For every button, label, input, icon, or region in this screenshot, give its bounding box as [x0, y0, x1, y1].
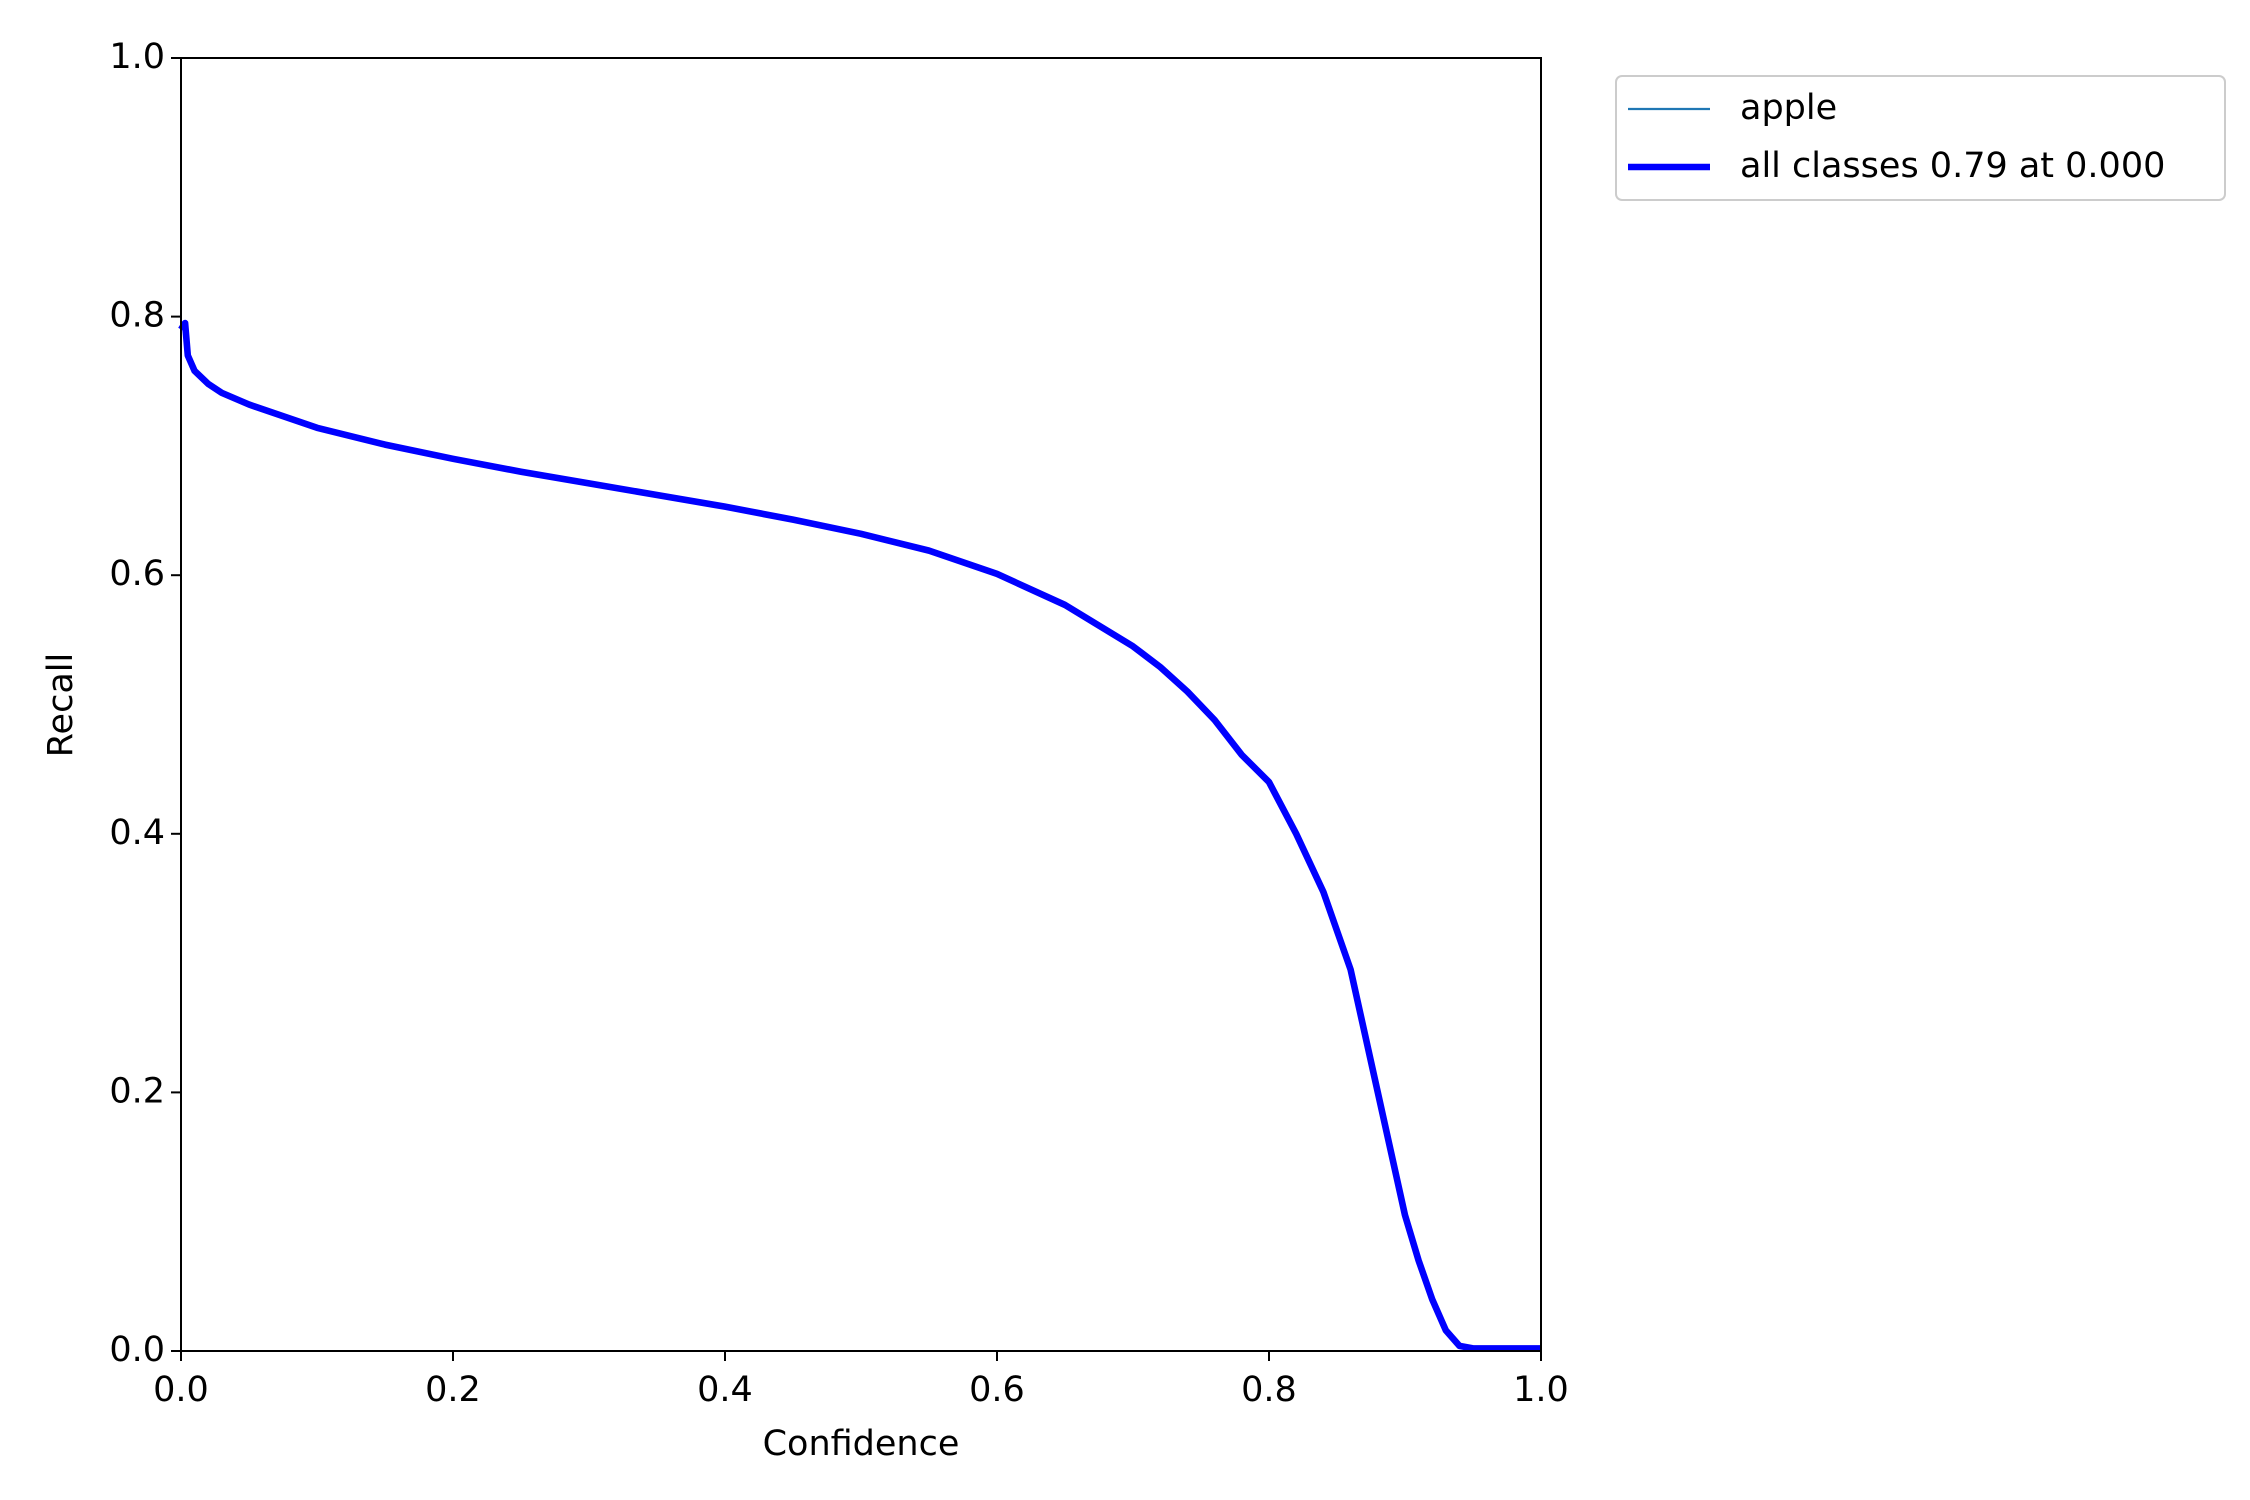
y-tick-label: 0.0	[109, 1330, 165, 1370]
legend-label: apple	[1740, 88, 1837, 128]
x-tick-label: 0.2	[425, 1370, 481, 1410]
series-line	[178, 319, 1541, 1352]
x-tick-label: 0.8	[1241, 1370, 1297, 1410]
legend-box	[1615, 75, 2226, 201]
y-tick-label: 0.2	[109, 1071, 165, 1111]
y-tick-label: 1.0	[109, 37, 165, 77]
plot-frame	[180, 57, 1542, 1352]
x-tick-label: 0.0	[153, 1370, 209, 1410]
x-tick-label: 0.6	[969, 1370, 1025, 1410]
x-axis-label: Confidence	[763, 1424, 960, 1464]
series-line	[180, 321, 1541, 1350]
x-tick-label: 0.4	[697, 1370, 753, 1410]
legend-label: all classes 0.79 at 0.000	[1740, 146, 2165, 186]
y-tick-label: 0.4	[109, 813, 165, 853]
y-axis-label: Recall	[41, 653, 81, 757]
y-tick-label: 0.6	[109, 554, 165, 594]
x-tick-label: 1.0	[1513, 1370, 1569, 1410]
y-tick-label: 0.8	[109, 296, 165, 336]
